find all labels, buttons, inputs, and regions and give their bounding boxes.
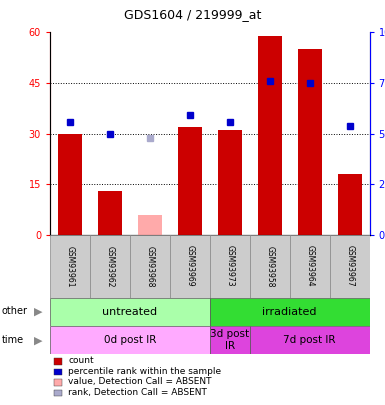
Text: GDS1604 / 219999_at: GDS1604 / 219999_at (124, 8, 261, 21)
Text: 7d post IR: 7d post IR (283, 335, 336, 345)
Bar (250, 326, 370, 354)
Text: GSM93967: GSM93967 (345, 245, 354, 287)
Text: GSM93961: GSM93961 (65, 245, 75, 287)
Bar (130, 235, 170, 298)
Bar (210, 235, 250, 298)
Bar (338, 174, 362, 235)
Bar (98, 191, 122, 235)
Bar (210, 326, 250, 354)
Text: GSM93968: GSM93968 (146, 245, 154, 287)
Bar (290, 235, 330, 298)
Bar (250, 235, 290, 298)
Bar (258, 36, 282, 235)
Text: other: other (2, 307, 28, 316)
Text: rank, Detection Call = ABSENT: rank, Detection Call = ABSENT (68, 388, 207, 397)
Bar (298, 49, 321, 235)
Bar (210, 298, 370, 326)
Bar (138, 215, 162, 235)
Bar (50, 298, 210, 326)
Text: time: time (2, 335, 24, 345)
Bar (170, 235, 210, 298)
Bar (178, 127, 202, 235)
Text: count: count (68, 356, 94, 365)
Bar (58, 134, 82, 235)
Text: value, Detection Call = ABSENT: value, Detection Call = ABSENT (68, 377, 212, 386)
Bar (50, 326, 210, 354)
Text: GSM93962: GSM93962 (105, 245, 114, 287)
Bar (330, 235, 370, 298)
Text: 3d post
IR: 3d post IR (210, 329, 249, 351)
Text: ▶: ▶ (34, 307, 43, 316)
Text: GSM93969: GSM93969 (185, 245, 194, 287)
Text: GSM93973: GSM93973 (225, 245, 234, 287)
Text: GSM93958: GSM93958 (265, 245, 274, 287)
Text: untreated: untreated (102, 307, 157, 317)
Bar (90, 235, 130, 298)
Bar (218, 130, 242, 235)
Bar (50, 235, 90, 298)
Text: 0d post IR: 0d post IR (104, 335, 156, 345)
Text: irradiated: irradiated (263, 307, 317, 317)
Text: ▶: ▶ (34, 335, 43, 345)
Text: percentile rank within the sample: percentile rank within the sample (68, 367, 221, 376)
Text: GSM93964: GSM93964 (305, 245, 314, 287)
